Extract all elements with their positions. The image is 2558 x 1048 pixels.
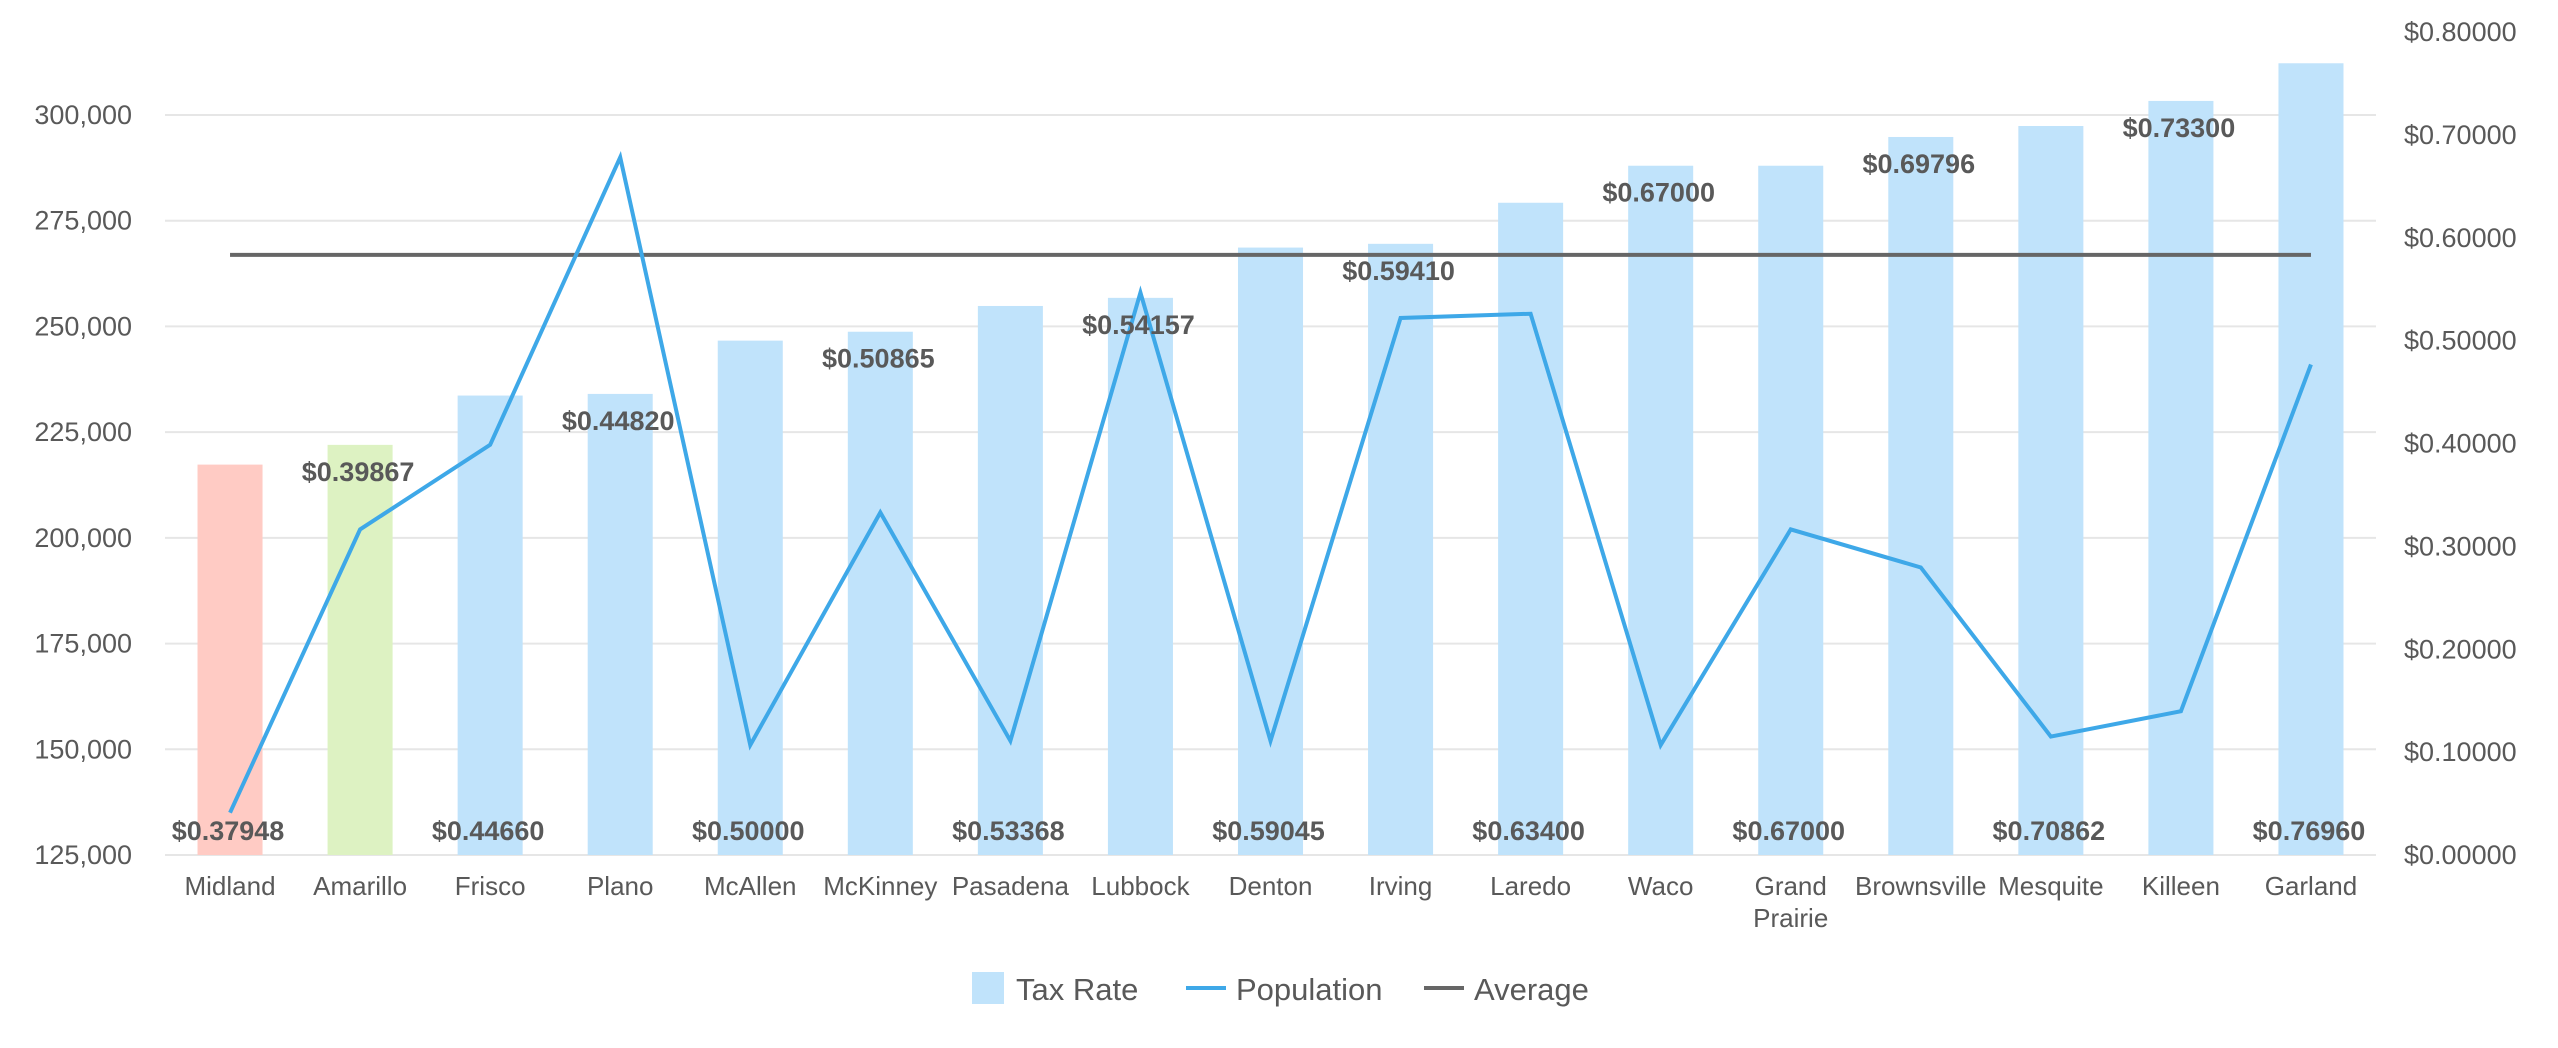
- left-axis-ticks: 125,000 150,000 175,000 200,000 225,000 250,0…: [34, 100, 132, 870]
- tax-rate-bar: [1758, 165, 1824, 856]
- legend-label: Tax Rate: [1016, 972, 1138, 1007]
- population-line: [228, 150, 2313, 814]
- category-label: Prairie: [1753, 903, 1828, 933]
- right-axis-tick-label: $0.60000: [2404, 223, 2517, 253]
- bar-data-label: $0.73300: [2123, 113, 2236, 143]
- tax-rate-bar: [2148, 100, 2214, 855]
- tax-rate-bar: [717, 340, 783, 855]
- right-axis-tick-label: $0.00000: [2404, 840, 2517, 870]
- right-axis-tick-label: $0.40000: [2404, 429, 2517, 459]
- bar-data-label: $0.44820: [562, 406, 675, 436]
- left-axis-tick-label: 175,000: [34, 629, 132, 659]
- bar-data-label: $0.63400: [1472, 816, 1585, 846]
- left-axis-tick-label: 150,000: [34, 734, 132, 764]
- left-axis-tick-label: 300,000: [34, 100, 132, 130]
- right-axis-tick-label: $0.50000: [2404, 326, 2517, 356]
- category-label: McKinney: [823, 871, 937, 901]
- legend-label: Average: [1474, 972, 1589, 1007]
- category-label: Pasadena: [952, 871, 1070, 901]
- right-axis-tick-label: $0.20000: [2404, 634, 2517, 664]
- right-axis-tick-label: $0.80000: [2404, 17, 2517, 47]
- right-axis-tick-label: $0.10000: [2404, 737, 2517, 767]
- tax-rate-bar: [977, 305, 1043, 856]
- bar-data-label: $0.50865: [822, 344, 935, 374]
- tax-rate-bar: [1888, 136, 1954, 856]
- tax-rate-bar: [1107, 297, 1173, 855]
- bar-data-label: $0.37948: [172, 816, 285, 846]
- tax-rate-bar: [587, 393, 653, 855]
- category-label: Laredo: [1490, 871, 1571, 901]
- tax-rate-bar: [1368, 243, 1434, 855]
- bar-data-label: $0.67000: [1732, 816, 1845, 846]
- category-label: Lubbock: [1091, 871, 1190, 901]
- category-label: Waco: [1628, 871, 1694, 901]
- bar-data-label: $0.69796: [1862, 149, 1975, 179]
- bar-data-label: $0.44660: [432, 816, 545, 846]
- category-label: Mesquite: [1998, 871, 2104, 901]
- left-axis-tick-label: 225,000: [34, 417, 132, 447]
- left-axis-tick-label: 125,000: [34, 840, 132, 870]
- tax-rate-bar: [1237, 247, 1304, 855]
- legend-swatch-tax-rate: [972, 972, 1004, 1004]
- category-label: Brownsville: [1855, 871, 1987, 901]
- bar-data-label: $0.59045: [1212, 816, 1325, 846]
- right-axis-tick-label: $0.70000: [2404, 120, 2517, 150]
- tax-rate-bar: [847, 331, 913, 855]
- tax-rate-bar: [197, 464, 263, 855]
- right-axis-tick-label: $0.30000: [2404, 531, 2517, 561]
- legend-label: Population: [1236, 972, 1383, 1007]
- tax-rate-bar: [2278, 63, 2344, 856]
- right-axis-ticks: $0.00000 $0.10000 $0.20000 $0.30000 $0.40000…: [2404, 17, 2517, 870]
- category-label: Grand: [1755, 871, 1827, 901]
- tax-rate-bar: [2018, 126, 2084, 855]
- tax-rate-bar: [1628, 165, 1694, 856]
- category-label: Frisco: [455, 871, 526, 901]
- category-label: Denton: [1229, 871, 1313, 901]
- tax-rate-bar: [457, 395, 523, 855]
- legend: Tax Rate Population Average: [972, 972, 1589, 1007]
- left-axis-tick-label: 275,000: [34, 206, 132, 236]
- tax-rate-bar: [327, 444, 393, 855]
- bar-data-label: $0.39867: [302, 457, 415, 487]
- bar-data-label: $0.70862: [1993, 816, 2106, 846]
- tax-rate-bar: [1498, 202, 1564, 855]
- left-axis-tick-label: 250,000: [34, 311, 132, 341]
- bar-data-label: $0.50000: [692, 816, 805, 846]
- tax-rate-bars: [197, 63, 2344, 856]
- category-label: Midland: [184, 871, 275, 901]
- bar-data-label: $0.54157: [1082, 310, 1195, 340]
- category-label: Plano: [587, 871, 654, 901]
- category-label: Garland: [2265, 871, 2358, 901]
- left-axis-tick-label: 200,000: [34, 523, 132, 553]
- category-label: Irving: [1369, 871, 1433, 901]
- bar-data-label: $0.67000: [1602, 178, 1715, 208]
- bar-data-labels: $0.37948 $0.39867 $0.44660 $0.44820 $0.50000…: [172, 113, 2366, 846]
- category-label: McAllen: [704, 871, 796, 901]
- category-axis-labels: Midland Amarillo Frisco Plano McAllen McKinne…: [184, 871, 2357, 933]
- population-line-group: [228, 150, 2313, 814]
- category-label: Killeen: [2142, 871, 2220, 901]
- bar-data-label: $0.76960: [2253, 816, 2366, 846]
- bar-data-label: $0.59410: [1342, 256, 1455, 286]
- bar-data-label: $0.53368: [952, 816, 1065, 846]
- category-label: Amarillo: [313, 871, 407, 901]
